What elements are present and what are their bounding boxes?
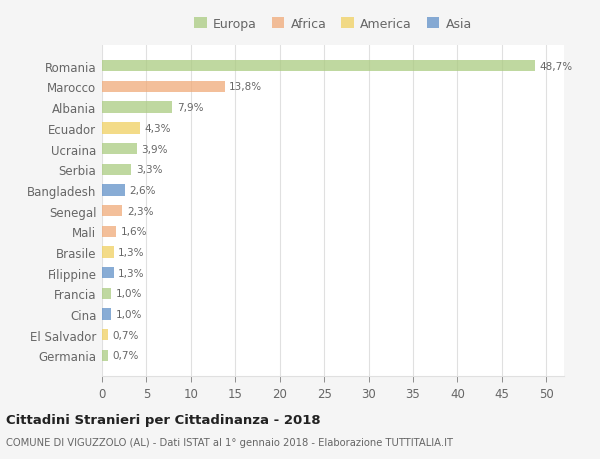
Text: 4,3%: 4,3% bbox=[145, 123, 171, 134]
Bar bbox=[102, 144, 137, 155]
Text: 1,0%: 1,0% bbox=[115, 289, 142, 299]
Text: COMUNE DI VIGUZZOLO (AL) - Dati ISTAT al 1° gennaio 2018 - Elaborazione TUTTITAL: COMUNE DI VIGUZZOLO (AL) - Dati ISTAT al… bbox=[6, 437, 453, 447]
Text: 1,0%: 1,0% bbox=[115, 309, 142, 319]
Bar bbox=[102, 350, 108, 361]
Bar bbox=[102, 226, 116, 237]
Bar bbox=[102, 102, 172, 113]
Bar bbox=[102, 164, 131, 175]
Bar bbox=[102, 82, 224, 93]
Bar bbox=[102, 268, 113, 279]
Text: 3,3%: 3,3% bbox=[136, 165, 162, 175]
Text: 7,9%: 7,9% bbox=[176, 103, 203, 113]
Text: 0,7%: 0,7% bbox=[113, 330, 139, 340]
Text: 3,9%: 3,9% bbox=[141, 144, 167, 154]
Bar bbox=[102, 247, 113, 258]
Text: 0,7%: 0,7% bbox=[113, 351, 139, 361]
Bar bbox=[102, 309, 111, 320]
Bar bbox=[102, 288, 111, 299]
Bar bbox=[102, 61, 535, 72]
Text: 1,3%: 1,3% bbox=[118, 247, 145, 257]
Text: 2,6%: 2,6% bbox=[130, 185, 156, 196]
Text: 1,6%: 1,6% bbox=[121, 227, 147, 237]
Text: 1,3%: 1,3% bbox=[118, 268, 145, 278]
Bar bbox=[102, 185, 125, 196]
Text: 2,3%: 2,3% bbox=[127, 206, 154, 216]
Text: Cittadini Stranieri per Cittadinanza - 2018: Cittadini Stranieri per Cittadinanza - 2… bbox=[6, 413, 320, 426]
Bar bbox=[102, 330, 108, 341]
Legend: Europa, Africa, America, Asia: Europa, Africa, America, Asia bbox=[191, 15, 475, 33]
Text: 48,7%: 48,7% bbox=[539, 62, 572, 72]
Text: 13,8%: 13,8% bbox=[229, 82, 262, 92]
Bar bbox=[102, 123, 140, 134]
Bar bbox=[102, 206, 122, 217]
